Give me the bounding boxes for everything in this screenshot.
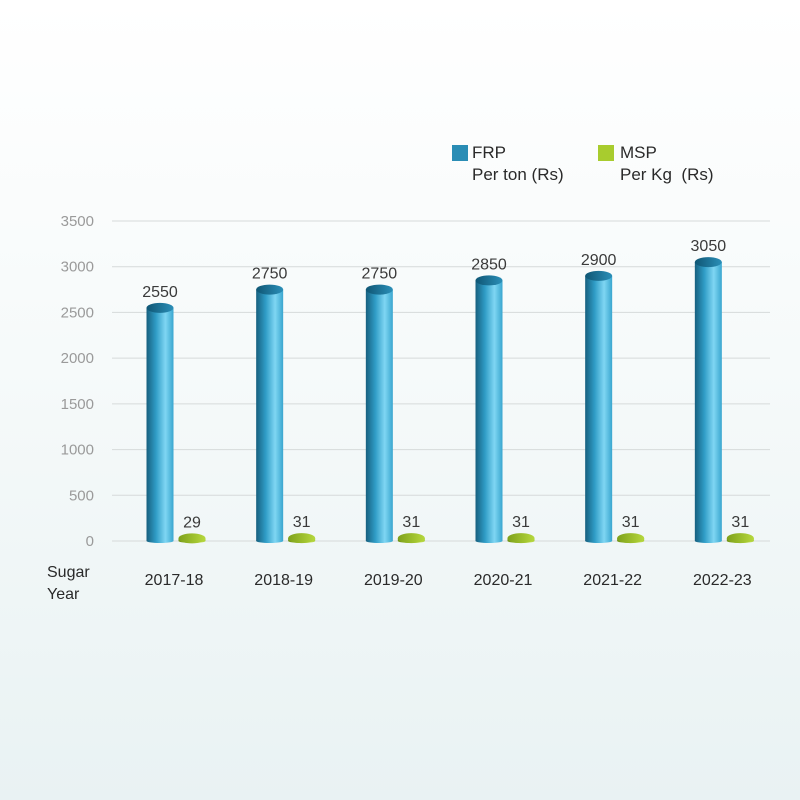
data-label: 2750	[362, 266, 398, 283]
bar-top	[397, 533, 425, 544]
y-tick-label: 1500	[61, 396, 94, 413]
bar-frp: 2750	[362, 266, 398, 543]
x-tick-label: 2020-21	[474, 572, 533, 589]
data-label: 31	[293, 514, 311, 531]
data-label: 31	[731, 514, 749, 531]
bar-base	[475, 539, 503, 543]
x-tick-label: 2019-20	[364, 572, 423, 589]
bar-frp: 3050	[691, 238, 727, 543]
data-label: 3050	[691, 238, 727, 255]
bar-body	[146, 307, 174, 541]
bar-base	[365, 539, 393, 543]
legend-label-msp-line2: Per Kg (Rs)	[620, 165, 714, 184]
legend-label-frp-line2: Per ton (Rs)	[472, 165, 564, 184]
bar-base	[256, 539, 284, 543]
bar-msp: 31	[288, 514, 316, 544]
bar-top	[694, 257, 722, 268]
bar-frp: 2750	[252, 266, 288, 543]
data-label: 2850	[471, 256, 507, 273]
bar-msp: 31	[507, 514, 535, 544]
bar-frp: 2850	[471, 256, 507, 543]
bar-top	[146, 302, 174, 313]
data-label: 2900	[581, 252, 617, 269]
data-label: 31	[622, 514, 640, 531]
y-tick-label: 2500	[61, 304, 94, 321]
data-label: 31	[402, 514, 420, 531]
data-label: 2550	[142, 284, 178, 301]
bar-frp: 2900	[581, 252, 617, 543]
bar-base	[585, 539, 613, 543]
legend-label-msp: MSP Per Kg (Rs)	[620, 142, 714, 186]
bar-body	[475, 280, 503, 541]
legend-swatch-frp	[452, 145, 468, 161]
legend-swatch-msp	[598, 145, 614, 161]
bar-top	[585, 270, 613, 281]
bar-body	[694, 262, 722, 541]
y-tick-label: 2000	[61, 350, 94, 367]
x-axis-ticks: 2017-18 2018-19 2019-20 2020-21 2021-22 2022-…	[145, 572, 752, 589]
bar-top	[178, 533, 206, 544]
bar-msp: 31	[617, 514, 645, 544]
y-tick-label: 1000	[61, 442, 94, 459]
bar-frp: 2550	[142, 284, 178, 543]
y-axis-ticks: 0 500 1000 1500 2000 2500 3000 3500	[61, 213, 94, 550]
legend-label-frp-line1: FRP	[472, 143, 506, 162]
x-tick-label: 2017-18	[145, 572, 204, 589]
data-label: 31	[512, 514, 530, 531]
bars: 2550 29 2750 31 2750 31 2850 31 2900 31 3050 31	[142, 238, 754, 544]
bar-msp: 31	[397, 514, 425, 544]
bar-base	[694, 539, 722, 543]
bar-base	[146, 539, 174, 543]
bar-top	[507, 533, 535, 544]
bar-top	[726, 533, 754, 544]
bar-body	[585, 275, 613, 541]
bar-top	[288, 533, 316, 544]
y-tick-label: 0	[86, 533, 94, 550]
legend-label-msp-line1: MSP	[620, 143, 657, 162]
legend-label-frp: FRP Per ton (Rs)	[472, 142, 564, 186]
bar-top	[256, 284, 284, 295]
bar-msp: 29	[178, 514, 206, 544]
data-label: 2750	[252, 266, 288, 283]
gridlines	[112, 220, 770, 542]
y-tick-label: 3500	[61, 213, 94, 230]
bar-top	[365, 284, 393, 295]
bar-body	[365, 289, 393, 541]
bar-body	[256, 289, 284, 541]
y-tick-label: 500	[69, 487, 94, 504]
bar-top	[617, 533, 645, 544]
x-axis-title: Sugar Year	[47, 564, 90, 603]
y-tick-label: 3000	[61, 259, 94, 276]
x-tick-label: 2021-22	[583, 572, 642, 589]
bar-msp: 31	[726, 514, 754, 544]
bar-top	[475, 275, 503, 286]
x-tick-label: 2018-19	[254, 572, 313, 589]
data-label: 29	[183, 514, 201, 531]
x-tick-label: 2022-23	[693, 572, 752, 589]
